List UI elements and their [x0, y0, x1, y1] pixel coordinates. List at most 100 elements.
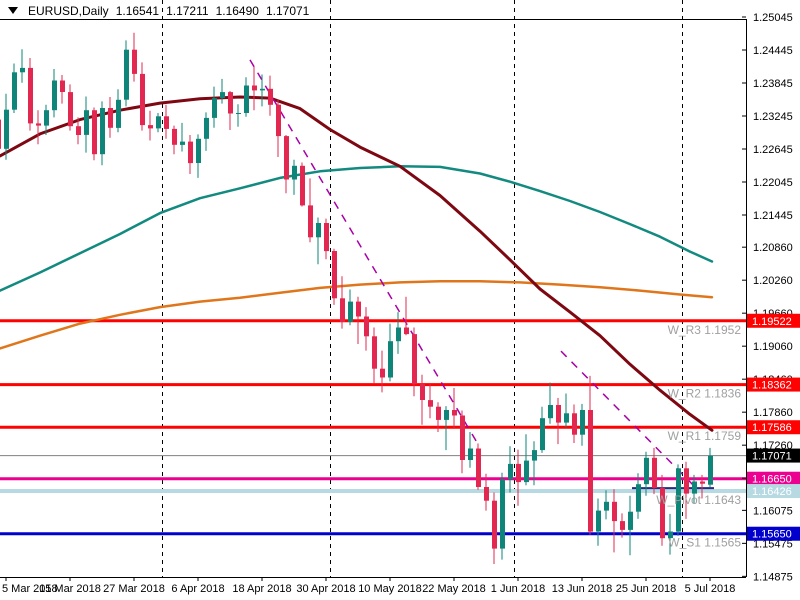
candle-body — [516, 463, 521, 483]
candle-body — [524, 460, 529, 483]
price-axis-label: 1.17860 — [753, 407, 793, 419]
candle-body — [636, 484, 641, 512]
price-axis-label: 1.16075 — [753, 505, 793, 517]
candle-body — [700, 481, 705, 484]
candle-body — [668, 531, 673, 539]
candle-body — [476, 448, 481, 487]
candle-body — [508, 463, 513, 480]
candle-body — [484, 487, 489, 501]
candle-body — [372, 336, 377, 369]
date-axis-label: 27 Mar 2018 — [103, 583, 165, 595]
candle-body — [308, 205, 313, 238]
candle-body — [612, 501, 617, 522]
candle-body — [532, 450, 537, 461]
price-tag-W_Pivot: 1.16426 — [752, 486, 792, 498]
chart-title: EURUSD,Daily 1.16541 1.17211 1.16490 1.1… — [8, 3, 309, 18]
candle-body — [412, 334, 417, 385]
candle-body — [220, 92, 225, 99]
candle-body — [596, 510, 601, 532]
price-axis-label: 1.23845 — [753, 78, 793, 90]
candle-body — [52, 80, 57, 111]
candle-body — [132, 49, 137, 74]
candle-body — [388, 341, 393, 378]
candle-body — [268, 88, 273, 105]
candle-body — [452, 410, 457, 416]
candle-body — [28, 67, 33, 124]
candle-body — [332, 251, 337, 299]
ma-slow-orange-line[interactable] — [0, 280, 714, 350]
candle-body — [548, 405, 553, 419]
candle-body — [356, 301, 361, 317]
price-tag-W_R3: 1.19522 — [752, 316, 792, 328]
candle-body — [36, 123, 41, 126]
ma-mid-teal-line[interactable] — [0, 165, 714, 292]
candle-body — [692, 481, 697, 494]
candle-body — [148, 125, 153, 129]
candle-body — [292, 165, 297, 180]
candle-body — [0, 119, 1, 149]
date-axis-label: 10 May 2018 — [358, 583, 422, 595]
candle-body — [92, 110, 97, 155]
date-axis-label: 1 Jun 2018 — [491, 583, 545, 595]
symbol-dropdown-icon[interactable] — [8, 7, 18, 14]
candle-body — [44, 110, 49, 126]
ma-fast-maroon-line[interactable] — [0, 95, 714, 432]
date-axis-label: 13 Jun 2018 — [552, 583, 613, 595]
level-label-W_Pivot: W_Pivot 1.1643 — [656, 493, 741, 507]
date-axis-label: 22 May 2018 — [422, 583, 486, 595]
candle-body — [164, 116, 169, 129]
title-low-value: 1.16490 — [215, 3, 259, 18]
candles — [0, 32, 713, 564]
candle-body — [620, 521, 625, 530]
candle-body — [676, 468, 681, 532]
candle-body — [316, 223, 321, 238]
date-axis-label: 6 Apr 2018 — [171, 583, 224, 595]
candle-body — [212, 98, 217, 118]
candle-body — [628, 511, 633, 530]
price-axis-label: 1.21445 — [753, 210, 793, 222]
price-tag-W_M2-bg — [747, 471, 800, 486]
level-label-W_S1: W_S1 1.1565 — [668, 536, 741, 550]
candle-body — [708, 455, 713, 485]
price-tag-W_M2: 1.16650 — [752, 474, 792, 486]
candle-body — [188, 141, 193, 164]
current-price-tag: 1.17071 — [752, 451, 792, 463]
candle-body — [404, 327, 409, 335]
candle-body — [340, 298, 345, 322]
candle-body — [420, 384, 425, 400]
price-tag-W_R3-bg — [747, 313, 800, 328]
title-high-value: 1.17211 — [166, 3, 209, 18]
candle-body — [4, 109, 9, 149]
candle-body — [460, 415, 465, 460]
candle-body — [276, 104, 281, 137]
candle-body — [436, 406, 441, 420]
candle-body — [100, 108, 105, 155]
candle-body — [124, 49, 129, 100]
candle-body — [364, 316, 369, 337]
price-tag-W_R1: 1.17586 — [752, 422, 792, 434]
downtrend-line-2[interactable] — [560, 350, 699, 491]
candle-body — [348, 301, 353, 322]
candle-body — [644, 457, 649, 485]
candle-body — [76, 126, 81, 135]
price-axis-label: 1.25045 — [753, 12, 793, 24]
candle-body — [652, 457, 657, 488]
title-close-value: 1.17071 — [265, 3, 310, 18]
candle-body — [140, 73, 145, 126]
price-axis-label: 1.22045 — [753, 177, 793, 189]
level-label-W_R1: W_R1 1.1759 — [668, 429, 742, 443]
date-axis-label: 5 Jul 2018 — [685, 583, 736, 595]
price-axis-label: 1.23245 — [753, 111, 793, 123]
candle-body — [324, 223, 329, 252]
candle-body — [588, 410, 593, 532]
candle-body — [116, 99, 121, 128]
candle-body — [84, 110, 89, 135]
date-axis-label: 5 Mar 2018 — [2, 583, 58, 595]
price-axis-label: 1.15475 — [753, 538, 793, 550]
candle-body — [572, 413, 577, 435]
date-axis-label: 18 Apr 2018 — [232, 583, 291, 595]
title-open-value: 1.16541 — [115, 3, 160, 18]
price-tag-W_R1-bg — [747, 420, 800, 435]
